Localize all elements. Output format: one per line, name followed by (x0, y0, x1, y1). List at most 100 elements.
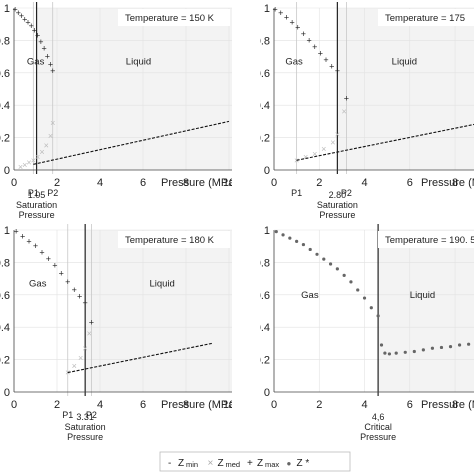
chart-title: Temperature = 150 K (125, 13, 215, 24)
legend-label-zstar: Z * (297, 458, 310, 469)
zmax-point: + (14, 227, 19, 237)
zstar-point (356, 288, 360, 292)
zmax-point: + (318, 48, 323, 58)
x-tick-label: 8 (452, 399, 458, 411)
zmed-point: × (83, 343, 88, 353)
zmed-point: × (335, 129, 340, 139)
zstar-point (328, 262, 333, 266)
chart-title: Temperature = 190. 56 (385, 235, 474, 246)
y-tick-label: 0.8 (255, 35, 270, 47)
y-tick-label: 0.4 (255, 322, 270, 334)
marker-caption: Saturation (65, 422, 106, 432)
x-axis-label: Pressure (MPa) (161, 399, 238, 411)
x-tick-label: 0 (11, 399, 17, 411)
zstar-point (274, 230, 278, 234)
zmax-point: + (323, 55, 328, 65)
y-tick-label: 1 (4, 225, 10, 237)
y-tick-label: 0 (264, 165, 270, 177)
zmed-point: × (78, 353, 83, 363)
x-tick-label: 6 (140, 177, 146, 189)
x-tick-label: 2 (316, 399, 322, 411)
zstar-point (315, 252, 319, 256)
zmax-point: + (52, 261, 57, 271)
zmax-point: + (33, 241, 38, 251)
legend-label-zmed: Z (218, 458, 224, 469)
gas-region-label: Gas (29, 279, 47, 290)
panel-body: +++++++++++++×××××00.20.40.60.810246810P… (0, 224, 238, 442)
zstar-point (335, 267, 339, 271)
x-tick-label: 10 (223, 177, 235, 189)
liquid-region-label: Liquid (392, 57, 417, 68)
zstar-point (467, 342, 471, 346)
zstar-point (376, 314, 380, 318)
marker-label: P2 (47, 188, 58, 198)
legend-sub-zmed: med (226, 460, 241, 469)
zmed-point: × (342, 107, 347, 117)
y-tick-label: 0.2 (255, 133, 270, 145)
zstar-point (369, 306, 373, 310)
marker-label: 1.05 (28, 190, 46, 200)
legend-box (159, 451, 351, 472)
legend-label-zmin: Z (178, 458, 184, 469)
chart-panel-2: + + + + +++++++ ++× × × ××××00.20.40.60.810 2 4 6 8P… (255, 2, 474, 220)
x-tick-label: 0 (11, 177, 17, 189)
zmax-point: + (284, 13, 289, 23)
legend-sub-zmax: max (265, 460, 279, 469)
zmed-point: × (87, 329, 92, 339)
zstar-point (301, 242, 306, 247)
zstar-point (281, 233, 285, 237)
x-tick-label: 10 (223, 399, 235, 411)
zmax-point: + (50, 66, 55, 76)
x-tick-label: 6 (407, 399, 413, 411)
marker-label: P1 (291, 188, 302, 198)
legend-symbol-zmax: + (247, 458, 253, 469)
y-tick-label: 0.6 (255, 290, 270, 302)
chart-panel-1: +++++++++++++×××××××××00.20.40.60.810246… (0, 2, 235, 220)
x-tick-label: 2 (54, 177, 60, 189)
x-tick-label: 4 (97, 399, 103, 411)
zmax-point: + (89, 317, 94, 327)
liquid-region (337, 8, 474, 170)
marker-caption: Pressure (319, 210, 355, 220)
zstar-point (439, 345, 444, 350)
panel-body: + + + + +++++++ ++× × × ××××00.20.40.60.810 2 4 6 8P… (255, 2, 474, 220)
zmax-point: + (312, 42, 317, 52)
y-tick-label: 1 (264, 3, 270, 15)
y-tick-label: 0.4 (0, 322, 10, 334)
title-box (118, 9, 230, 26)
zmax-point: + (48, 60, 53, 70)
y-tick-label: 0.4 (0, 100, 10, 112)
zmax-point: + (295, 22, 300, 32)
zmin-line (67, 342, 212, 374)
gas-region-label: Gas (27, 57, 45, 68)
marker-caption: Pressure (19, 210, 55, 220)
zmed-point: × (18, 162, 23, 172)
marker-label: 3.31 (76, 412, 94, 422)
x-tick-label: 6 (407, 177, 413, 189)
zmax-point: + (19, 11, 24, 21)
y-tick-label: 0.8 (0, 257, 10, 269)
y-tick-label: 0 (4, 165, 10, 177)
zstar-point (379, 343, 384, 347)
zstar-point (288, 236, 292, 240)
zmax-point: + (77, 291, 82, 301)
y-tick-label: 0.6 (0, 290, 10, 302)
liquid-region-label: Liquid (126, 57, 151, 68)
zmax-point: + (29, 21, 34, 31)
zstar-point (448, 345, 453, 349)
x-tick-label: 6 (140, 399, 146, 411)
zmed-point: × (72, 361, 77, 371)
y-tick-label: 0.2 (0, 133, 10, 145)
zstar-point (342, 273, 346, 277)
zstar-point (387, 352, 392, 356)
marker-caption: Saturation (16, 200, 57, 210)
zmin-line (296, 123, 474, 161)
zstar-point (457, 343, 462, 347)
legend-sub-zmin: min (186, 460, 198, 469)
zmax-point: + (32, 26, 37, 36)
zmax-point: + (289, 18, 294, 28)
liquid-region-label: Liquid (410, 290, 435, 301)
